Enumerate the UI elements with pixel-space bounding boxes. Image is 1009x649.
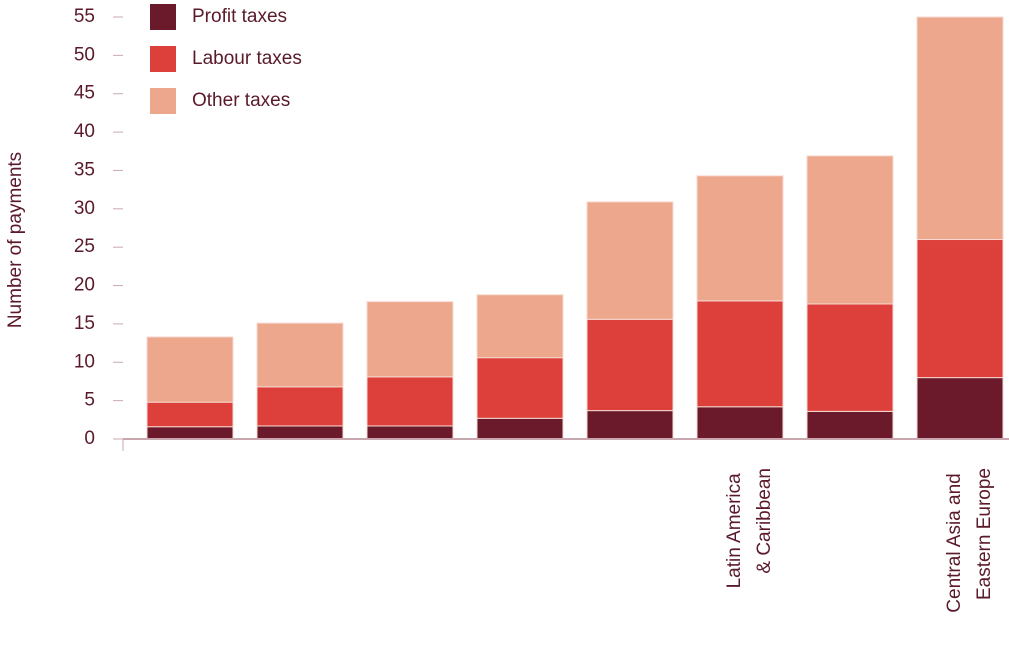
bar-segment	[806, 155, 894, 305]
y-tick-label: 10	[74, 351, 95, 372]
y-axis-label: Number of payments	[5, 152, 26, 328]
y-tick-label: 20	[74, 275, 95, 296]
legend-label: Other taxes	[192, 90, 290, 111]
legend-label: Labour taxes	[192, 48, 302, 69]
bar-segment	[476, 357, 564, 419]
legend-label: Profit taxes	[192, 6, 287, 27]
bar-segment	[696, 300, 784, 408]
y-tick-label: 0	[84, 428, 95, 449]
label-line: Central Asia and	[944, 468, 965, 613]
bar-segment	[586, 410, 674, 440]
legend-swatch	[150, 46, 176, 72]
bar-segment	[586, 201, 674, 320]
bar-segment	[366, 301, 454, 378]
y-tick-label: 25	[74, 236, 95, 257]
bar-segment	[366, 425, 454, 440]
bar-segment	[696, 175, 784, 302]
label-line: Eastern Europe	[974, 468, 995, 600]
y-tick-label: 30	[74, 198, 95, 219]
y-tick-label: 50	[74, 44, 95, 65]
bar-segment	[806, 410, 894, 440]
bar-segment	[916, 377, 1004, 440]
label-line: Latin America	[724, 468, 745, 588]
y-tick-label: 55	[74, 6, 95, 27]
bar-segment	[256, 322, 344, 388]
y-tick-label: 15	[74, 313, 95, 334]
bar-segment	[146, 336, 234, 403]
bar-segment	[146, 401, 234, 428]
x-tick-label: Latin America & Caribbean	[724, 468, 775, 588]
legend-swatch	[150, 88, 176, 114]
bar-segment	[476, 294, 564, 359]
y-tick-label: 35	[74, 159, 95, 180]
bar-segment	[916, 239, 1004, 379]
bar-segment	[476, 417, 564, 440]
bar-segment	[256, 386, 344, 427]
x-tick-label: Central Asia and Eastern Europe	[944, 468, 995, 613]
legend-swatch	[150, 4, 176, 30]
bar-segment	[916, 16, 1004, 241]
bar-segment	[586, 318, 674, 412]
y-tick-label: 45	[74, 83, 95, 104]
bar-segment	[696, 406, 784, 440]
bar-segment	[366, 376, 454, 427]
label-line: & Caribbean	[754, 468, 775, 574]
y-tick-label: 40	[74, 121, 95, 142]
bar-segment	[146, 426, 234, 440]
bar-segment	[806, 303, 894, 412]
bar-segment	[256, 425, 344, 440]
y-tick-label: 5	[84, 390, 95, 411]
